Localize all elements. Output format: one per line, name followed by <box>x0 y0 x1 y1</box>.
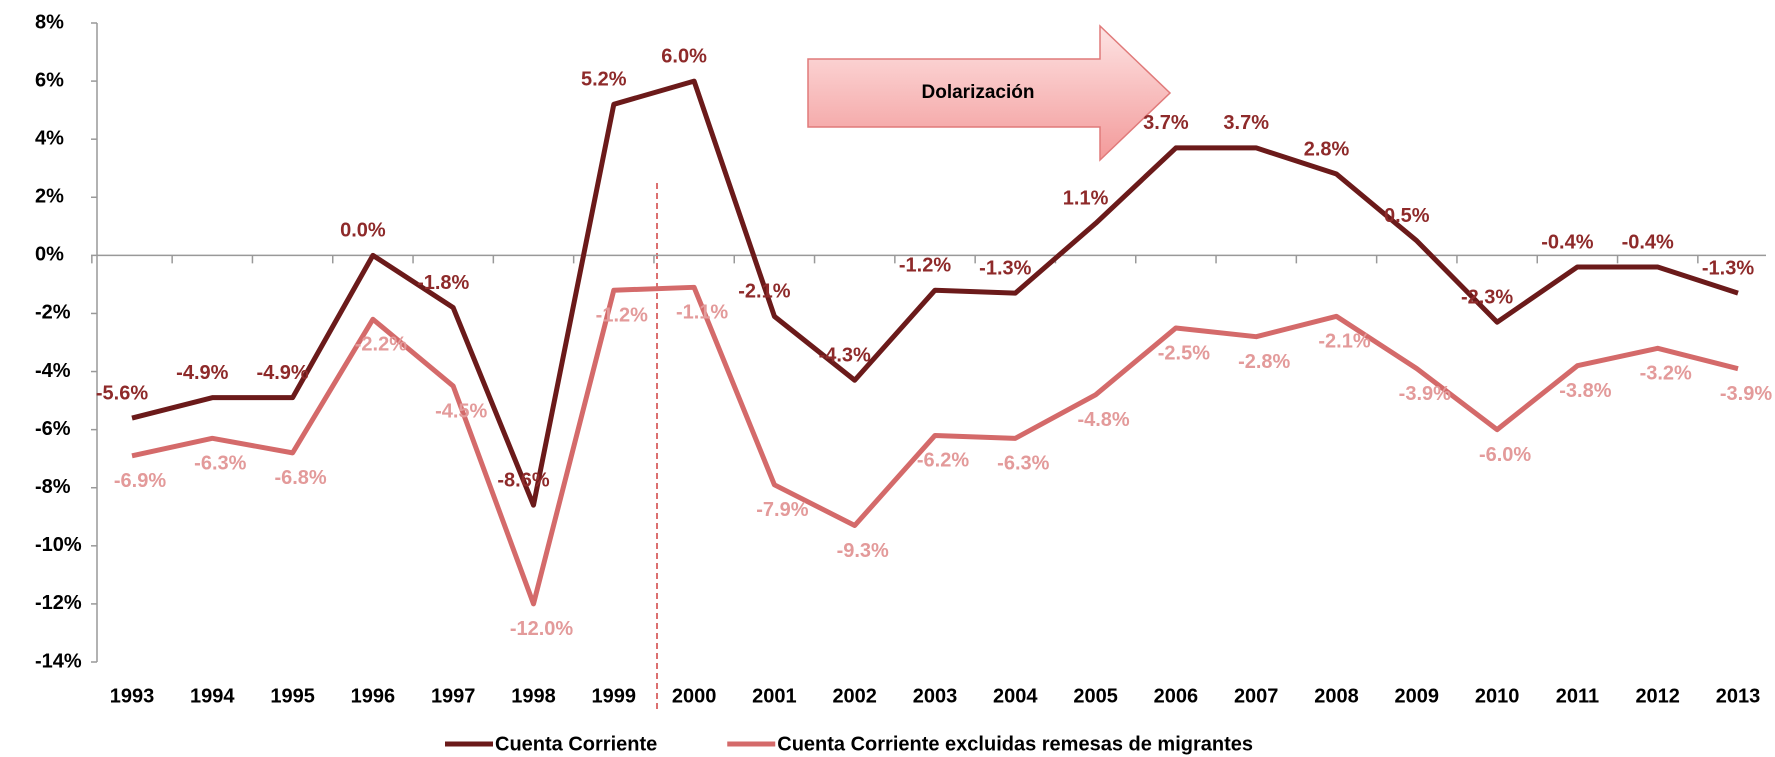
data-label: -4.5% <box>435 400 487 422</box>
data-label: -1.3% <box>979 257 1031 279</box>
data-label: -9.3% <box>837 540 889 562</box>
y-tick-label: -8% <box>35 476 71 498</box>
y-tick-label: -2% <box>35 302 71 324</box>
x-tick-label: 2012 <box>1635 685 1680 707</box>
legend-label: Cuenta Corriente excluidas remesas de mi… <box>777 733 1253 755</box>
x-tick-label: 2000 <box>672 685 717 707</box>
x-tick-label: 2008 <box>1314 685 1359 707</box>
data-label: -6.3% <box>997 453 1049 475</box>
legend-label: Cuenta Corriente <box>495 733 657 755</box>
x-tick-label: 2011 <box>1556 685 1599 707</box>
data-label: -2.2% <box>355 334 407 356</box>
data-label: 2.8% <box>1304 138 1350 160</box>
data-label: 3.7% <box>1143 112 1189 134</box>
y-tick-label: -6% <box>35 418 71 440</box>
data-label: -6.3% <box>194 453 246 475</box>
data-label: -4.3% <box>819 345 871 367</box>
data-label: 3.7% <box>1223 112 1269 134</box>
y-tick-label: 2% <box>35 186 64 208</box>
x-tick-label: 2002 <box>832 685 877 707</box>
data-label: -2.5% <box>1158 342 1210 364</box>
data-label: -2.1% <box>738 281 790 303</box>
y-tick-label: 6% <box>35 69 64 91</box>
x-tick-label: 1999 <box>592 685 637 707</box>
data-label: -1.3% <box>1702 257 1754 279</box>
data-label: -3.9% <box>1720 383 1772 405</box>
data-label: -8.6% <box>497 469 549 491</box>
y-tick-label: 4% <box>35 127 64 149</box>
data-label: 0.5% <box>1384 205 1430 227</box>
x-tick-label: 2006 <box>1154 685 1199 707</box>
x-tick-label: 1997 <box>431 685 476 707</box>
data-label: -4.9% <box>256 362 308 384</box>
data-label: -2.8% <box>1238 351 1290 373</box>
x-tick-label: 2013 <box>1716 685 1761 707</box>
data-label: -3.2% <box>1640 363 1692 385</box>
y-tick-label: -10% <box>35 534 82 556</box>
x-tick-label: 2004 <box>993 685 1038 707</box>
data-label: -6.9% <box>114 470 166 492</box>
x-tick-label: 1993 <box>110 685 155 707</box>
data-label: -1.2% <box>596 304 648 326</box>
x-tick-label: 1995 <box>270 685 315 707</box>
dollarization-arrow <box>807 24 1172 162</box>
series-line <box>131 284 1739 607</box>
x-tick-label: 2010 <box>1475 685 1520 707</box>
x-tick-label: 2005 <box>1073 685 1118 707</box>
x-tick-label: 1998 <box>511 685 556 707</box>
data-label: -3.8% <box>1559 380 1611 402</box>
data-label: -1.8% <box>417 272 469 294</box>
x-tick-label: 2009 <box>1395 685 1440 707</box>
x-tick-label: 2007 <box>1234 685 1279 707</box>
y-tick-label: 0% <box>35 244 64 266</box>
x-tick-label: 1994 <box>190 685 235 707</box>
data-label: 5.2% <box>581 69 627 91</box>
data-label: -1.2% <box>899 254 951 276</box>
data-label: -2.1% <box>1318 331 1370 353</box>
data-label: 0.0% <box>340 220 386 242</box>
y-tick-label: -4% <box>35 360 71 382</box>
data-label: -4.9% <box>176 362 228 384</box>
data-label: -0.4% <box>1622 231 1674 253</box>
data-label: 1.1% <box>1063 188 1109 210</box>
data-label: -6.2% <box>917 450 969 472</box>
data-label: -2.3% <box>1461 286 1513 308</box>
data-label: 6.0% <box>661 45 707 67</box>
data-label: -0.4% <box>1541 231 1593 253</box>
data-label: -6.8% <box>274 467 326 489</box>
data-label: -1.1% <box>676 302 728 324</box>
data-label: -3.9% <box>1399 383 1451 405</box>
y-tick-label: -12% <box>35 592 82 614</box>
data-label: -7.9% <box>756 499 808 521</box>
x-tick-label: 2003 <box>913 685 958 707</box>
data-label: -5.6% <box>96 382 148 404</box>
series-line <box>131 78 1739 508</box>
data-label: -6.0% <box>1479 444 1531 466</box>
data-label: -4.8% <box>1077 409 1129 431</box>
y-tick-label: -14% <box>35 650 82 672</box>
x-tick-label: 1996 <box>351 685 396 707</box>
x-tick-label: 2001 <box>752 685 797 707</box>
annotation: Dolarización <box>922 82 1035 103</box>
y-tick-label: 8% <box>35 11 64 33</box>
data-label: -12.0% <box>510 618 574 640</box>
